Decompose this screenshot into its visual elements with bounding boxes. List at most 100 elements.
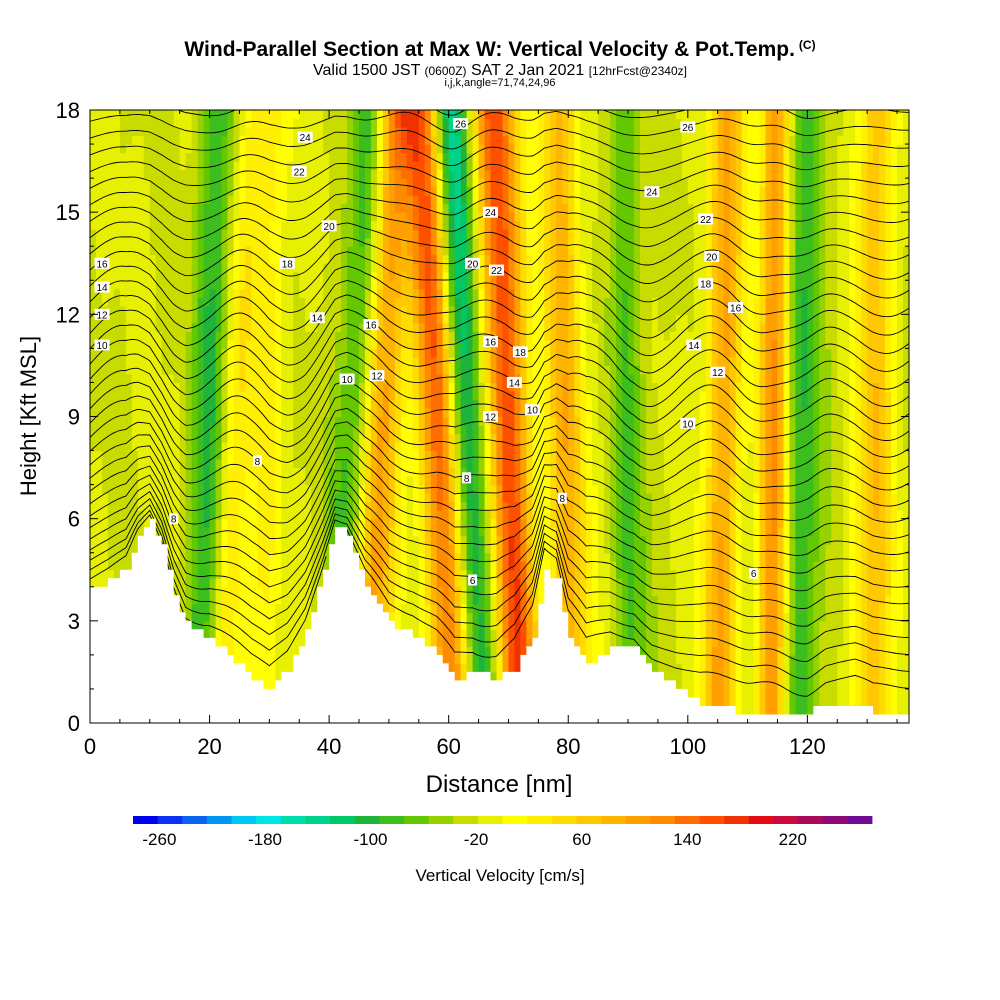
velocity-cell bbox=[305, 578, 312, 588]
velocity-cell bbox=[90, 161, 97, 171]
velocity-cell bbox=[197, 425, 205, 435]
velocity-cell bbox=[323, 331, 330, 341]
velocity-cell bbox=[245, 254, 253, 264]
velocity-cell bbox=[359, 195, 366, 205]
velocity-cell bbox=[287, 348, 294, 358]
velocity-cell bbox=[370, 305, 378, 315]
velocity-cell bbox=[221, 322, 229, 332]
velocity-cell bbox=[460, 254, 468, 264]
velocity-cell bbox=[424, 280, 432, 290]
velocity-cell bbox=[400, 169, 408, 179]
velocity-cell bbox=[233, 459, 241, 469]
velocity-cell bbox=[406, 493, 414, 503]
velocity-cell bbox=[454, 288, 462, 298]
velocity-cell bbox=[305, 169, 312, 179]
velocity-cell bbox=[233, 110, 241, 120]
velocity-cell bbox=[412, 433, 420, 443]
velocity-cell bbox=[113, 229, 121, 239]
velocity-cell bbox=[424, 561, 432, 571]
velocity-cell bbox=[251, 118, 258, 128]
velocity-cell bbox=[233, 586, 241, 596]
velocity-cell bbox=[424, 237, 432, 247]
velocity-cell bbox=[299, 629, 306, 639]
velocity-cell bbox=[496, 671, 504, 682]
velocity-cell bbox=[484, 595, 492, 605]
velocity-cell bbox=[281, 246, 288, 256]
velocity-cell bbox=[335, 203, 342, 213]
velocity-cell bbox=[245, 467, 253, 477]
velocity-cell bbox=[203, 586, 211, 596]
velocity-cell bbox=[436, 535, 444, 545]
velocity-cell bbox=[460, 203, 468, 213]
velocity-cell bbox=[131, 459, 139, 469]
velocity-cell bbox=[448, 254, 456, 264]
velocity-cell bbox=[185, 322, 193, 332]
velocity-cell bbox=[245, 433, 253, 443]
velocity-cell bbox=[478, 425, 486, 435]
velocity-cell bbox=[275, 178, 282, 188]
velocity-cell bbox=[239, 629, 247, 639]
velocity-cell bbox=[233, 220, 241, 230]
velocity-cell bbox=[364, 305, 372, 315]
velocity-cell bbox=[376, 135, 384, 145]
velocity-cell bbox=[113, 297, 121, 307]
velocity-cell bbox=[442, 620, 450, 630]
velocity-cell bbox=[263, 484, 270, 494]
velocity-cell bbox=[490, 390, 498, 401]
velocity-cell bbox=[107, 195, 115, 205]
velocity-cell bbox=[496, 578, 504, 588]
velocity-cell bbox=[215, 450, 223, 460]
velocity-cell bbox=[323, 339, 330, 349]
velocity-cell bbox=[370, 135, 378, 145]
velocity-cell bbox=[107, 459, 115, 469]
velocity-cell bbox=[353, 501, 360, 511]
velocity-cell bbox=[215, 161, 223, 171]
velocity-cell bbox=[370, 365, 378, 375]
velocity-cell bbox=[179, 271, 187, 281]
velocity-cell bbox=[197, 161, 205, 171]
velocity-cell bbox=[143, 518, 151, 528]
velocity-cell bbox=[376, 127, 384, 137]
velocity-cell bbox=[472, 646, 480, 656]
velocity-cell bbox=[90, 390, 97, 401]
velocity-cell bbox=[245, 297, 253, 307]
velocity-cell bbox=[269, 322, 276, 332]
velocity-cell bbox=[131, 220, 139, 230]
velocity-cell bbox=[95, 144, 103, 154]
velocity-cell bbox=[251, 450, 258, 460]
velocity-cell bbox=[287, 569, 294, 579]
velocity-cell bbox=[287, 161, 294, 171]
velocity-cell bbox=[382, 144, 390, 154]
velocity-cell bbox=[131, 518, 139, 528]
velocity-cell bbox=[101, 399, 109, 409]
velocity-cell bbox=[323, 442, 330, 452]
velocity-cell bbox=[263, 663, 270, 673]
velocity-cell bbox=[239, 390, 247, 401]
subtitle-forecast: [12hrFcst@2340z] bbox=[588, 64, 687, 78]
velocity-cell bbox=[257, 620, 264, 630]
velocity-cell bbox=[430, 407, 438, 418]
velocity-cell bbox=[185, 220, 193, 230]
velocity-cell bbox=[323, 484, 330, 494]
velocity-cell bbox=[155, 322, 163, 332]
velocity-cell bbox=[466, 595, 474, 605]
velocity-cell bbox=[221, 561, 229, 571]
velocity-cell bbox=[436, 459, 444, 469]
velocity-cell bbox=[311, 195, 318, 205]
velocity-cell bbox=[131, 535, 139, 545]
velocity-cell bbox=[149, 450, 157, 460]
velocity-cell bbox=[221, 535, 229, 545]
velocity-cell bbox=[197, 322, 205, 332]
velocity-cell bbox=[125, 220, 133, 230]
velocity-cell bbox=[203, 373, 211, 384]
velocity-cell bbox=[293, 135, 300, 145]
velocity-cell bbox=[430, 152, 438, 162]
velocity-cell bbox=[418, 280, 426, 290]
velocity-cell bbox=[245, 425, 253, 435]
velocity-cell bbox=[472, 356, 480, 367]
velocity-cell bbox=[502, 561, 510, 571]
velocity-cell bbox=[406, 433, 414, 443]
velocity-cell bbox=[418, 433, 426, 443]
velocity-cell bbox=[370, 416, 378, 426]
velocity-cell bbox=[239, 152, 247, 162]
